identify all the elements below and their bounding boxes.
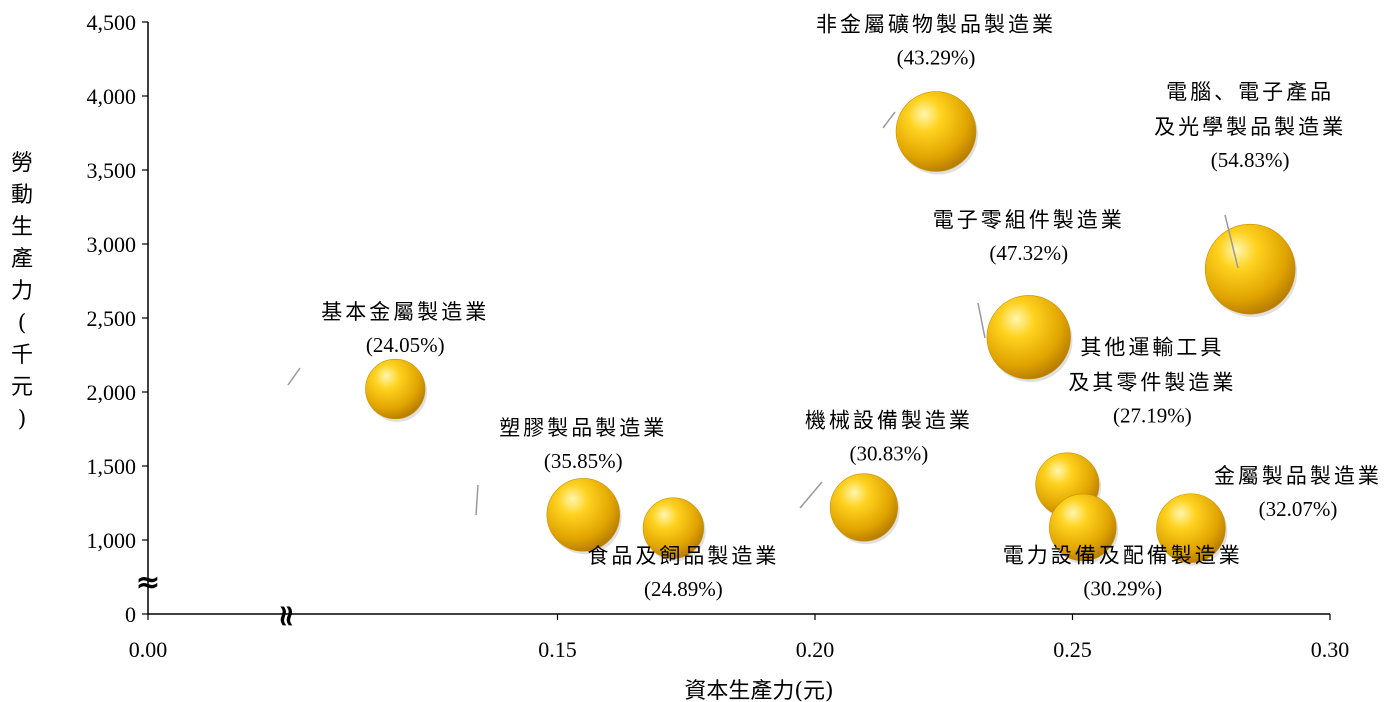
axes: 0 1,000 1,500 2,000 2,500 3,000 3,500 4,000 4,50… xyxy=(11,10,1349,702)
bubble-percentage: (30.29%) xyxy=(1083,576,1162,600)
leader-line xyxy=(1224,214,1239,269)
bubble-percentage: (27.19%) xyxy=(1113,404,1192,428)
bubble-point xyxy=(1204,223,1296,315)
leader-line xyxy=(799,481,823,509)
y-tick-label: 0 xyxy=(125,602,136,627)
y-tick-label: 2,500 xyxy=(87,306,137,331)
bubble-percentage: (24.05%) xyxy=(366,333,445,357)
bubble-point xyxy=(829,473,898,542)
y-tick-label: 4,500 xyxy=(87,10,137,35)
bubble-label: 食品及飼品製造業 xyxy=(587,544,779,568)
y-tick-label: 1,000 xyxy=(87,528,137,553)
y-axis-break-mark: ≈ xyxy=(135,565,160,600)
bubble-labels: 基本金屬製造業 (24.05%) 塑膠製品製造業 (35.85%) 食品及飼品製造業 (2… xyxy=(287,13,1382,601)
leader-line xyxy=(882,111,896,129)
bubble-percentage: (54.83%) xyxy=(1211,148,1290,172)
leader-line xyxy=(977,302,986,339)
bubble-percentage: (35.85%) xyxy=(544,449,623,473)
x-axis-break-mark: ≈ xyxy=(269,603,304,628)
bubble-label: 基本金屬製造業 xyxy=(321,300,489,324)
bubble-percentage: (32.07%) xyxy=(1259,497,1338,521)
bubble-percentage: (24.89%) xyxy=(644,577,723,601)
x-tick-label: 0.00 xyxy=(129,637,168,662)
leader-line xyxy=(287,367,301,386)
y-tick-label: 4,000 xyxy=(87,84,137,109)
y-tick-label: 1,500 xyxy=(87,454,137,479)
bubble-label: 機械設備製造業 xyxy=(805,408,973,432)
bubble-label: 非金屬礦物製品製造業 xyxy=(816,13,1056,37)
bubble-label: 塑膠製品製造業 xyxy=(499,416,667,440)
bubble-marks xyxy=(365,91,1298,566)
bubble-point xyxy=(546,478,620,552)
bubble-point xyxy=(1049,493,1117,562)
bubble-percentage: (43.29%) xyxy=(897,46,976,70)
y-axis-title: 勞動生產力(千元) xyxy=(11,151,33,432)
bubble-point xyxy=(1156,493,1226,563)
y-tick-label: 3,000 xyxy=(87,232,137,257)
bubble-point xyxy=(895,91,977,172)
bubble-point xyxy=(642,497,704,559)
bubble-label: 及其零件製造業 xyxy=(1068,371,1236,395)
x-tick-label: 0.25 xyxy=(1053,637,1092,662)
leader-line xyxy=(475,484,479,516)
bubble-label: 電腦、電子產品 xyxy=(1166,80,1334,104)
bubble-label: 電力設備及配備製造業 xyxy=(1003,543,1243,567)
x-tick-label: 0.20 xyxy=(796,637,835,662)
bubble-label: 及光學製品製造業 xyxy=(1154,115,1346,139)
y-tick-label: 2,000 xyxy=(87,380,137,405)
bubble-point xyxy=(365,358,426,420)
x-tick-label: 0.15 xyxy=(538,637,577,662)
bubble-point xyxy=(986,295,1071,380)
x-axis-title: 資本生產力(元) xyxy=(684,679,833,702)
bubble-percentage: (47.32%) xyxy=(989,241,1068,265)
bubble-label: 其他運輸工具 xyxy=(1080,336,1224,360)
bubble-label: 電子零組件製造業 xyxy=(933,208,1125,232)
bubble-label: 金屬製品製造業 xyxy=(1214,464,1382,488)
x-tick-label: 0.30 xyxy=(1311,637,1350,662)
bubble-percentage: (30.83%) xyxy=(850,441,929,465)
y-tick-label: 3,500 xyxy=(87,158,137,183)
